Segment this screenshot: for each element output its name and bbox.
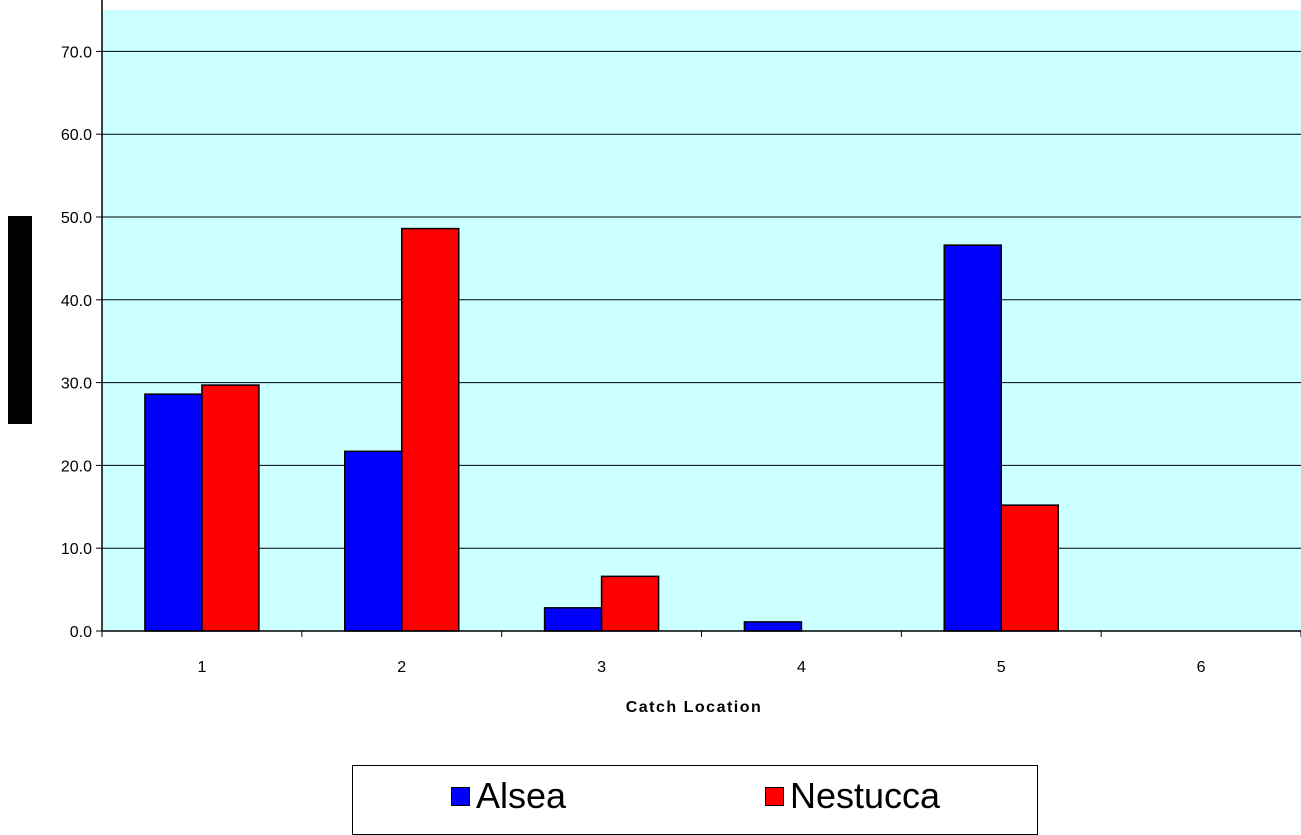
x-tick-label: 1: [197, 659, 206, 676]
y-tick-label: 60.0: [61, 127, 92, 144]
bar-nestucca-3: [600, 575, 660, 632]
y-axis-title-bar: [8, 216, 32, 424]
legend: Alsea Nestucca: [352, 765, 1038, 835]
x-tick-label: 4: [797, 659, 806, 676]
bar-nestucca-2: [401, 227, 460, 632]
y-tick-label: 70.0: [61, 44, 92, 61]
legend-label-alsea: Alsea: [476, 775, 567, 816]
bar-alsea-1: [144, 393, 203, 632]
legend-entry-alsea: Alsea: [451, 776, 566, 816]
y-tick-label: 50.0: [61, 210, 92, 227]
y-tick-label: 30.0: [61, 376, 92, 393]
legend-swatch-alsea: [451, 786, 470, 806]
bar-nestucca-5: [1000, 504, 1059, 632]
y-tick-label: 10.0: [61, 541, 92, 558]
y-tick-label: 40.0: [61, 293, 92, 310]
bar-chart: 0.0 10.0 20.0 30.0 40.0 50.0 60.0 70.0 1 2 3 4 5 6 C…: [61, 0, 1301, 716]
x-axis-title: Catch Location: [626, 699, 763, 716]
bar-alsea-4: [743, 621, 803, 632]
gridlines: [102, 50, 1301, 549]
bar-alsea-3: [543, 607, 603, 632]
bar-nestucca-1: [201, 384, 260, 632]
bar-alsea-5: [943, 244, 1002, 632]
y-tick-label: 0.0: [70, 624, 92, 641]
axes: [96, 0, 1301, 637]
x-tick-label: 5: [997, 659, 1006, 676]
y-tick-labels: 0.0 10.0 20.0 30.0 40.0 50.0 60.0 70.0: [61, 44, 92, 641]
x-tick-label: 6: [1197, 659, 1206, 676]
x-tick-label: 2: [397, 659, 406, 676]
legend-label-nestucca: Nestucca: [790, 775, 941, 816]
x-tick-labels: 1 2 3 4 5 6: [197, 659, 1205, 676]
plot-area: [102, 10, 1301, 631]
legend-entry-nestucca: Nestucca: [765, 776, 940, 816]
x-tick-label: 3: [597, 659, 606, 676]
y-tick-label: 20.0: [61, 458, 92, 475]
bar-alsea-2: [344, 450, 403, 632]
legend-swatch-nestucca: [765, 786, 784, 806]
